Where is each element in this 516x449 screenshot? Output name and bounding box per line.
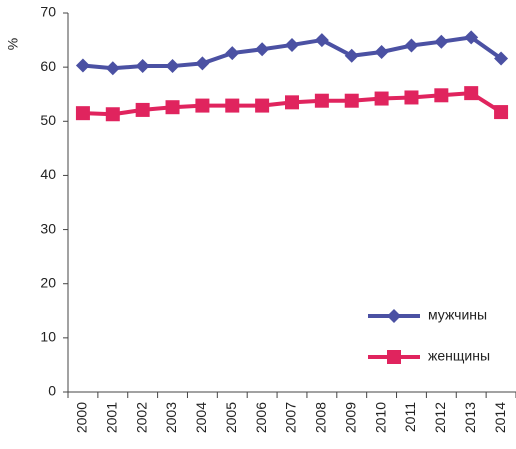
marker	[135, 102, 150, 117]
marker	[494, 105, 509, 120]
marker	[314, 93, 329, 108]
marker	[255, 42, 270, 57]
marker	[404, 38, 419, 53]
y-axis-label: %	[5, 38, 21, 50]
legend-label: женщины	[428, 348, 490, 364]
y-tick-label: 20	[40, 274, 56, 290]
y-tick-label: 30	[40, 220, 56, 236]
marker	[464, 30, 479, 45]
marker	[344, 48, 359, 63]
marker	[75, 58, 90, 73]
y-tick-label: 70	[40, 4, 56, 20]
marker	[135, 59, 150, 74]
marker	[195, 98, 210, 113]
x-tick-label: 2005	[223, 402, 239, 433]
marker	[105, 107, 120, 122]
x-tick-label: 2010	[372, 402, 388, 433]
marker	[195, 56, 210, 71]
x-tick-label: 2009	[342, 402, 358, 433]
marker	[344, 93, 359, 108]
marker	[255, 98, 270, 113]
marker	[374, 91, 389, 106]
marker	[494, 51, 509, 66]
x-tick-label: 2011	[402, 402, 418, 432]
y-tick-label: 60	[40, 58, 56, 74]
x-tick-label: 2002	[133, 402, 149, 433]
marker	[387, 350, 401, 364]
x-tick-label: 2006	[253, 402, 269, 433]
marker	[434, 34, 449, 49]
marker	[225, 98, 240, 113]
marker	[434, 88, 449, 103]
marker	[75, 106, 90, 121]
marker	[285, 95, 299, 110]
marker	[225, 46, 240, 61]
marker	[374, 44, 389, 59]
x-tick-label: 2000	[74, 402, 90, 433]
x-tick-label: 2001	[104, 402, 120, 433]
marker	[105, 61, 120, 76]
marker	[285, 37, 299, 52]
y-tick-label: 10	[40, 329, 56, 345]
x-tick-label: 2003	[163, 402, 179, 433]
y-tick-label: 50	[40, 112, 56, 128]
marker	[464, 86, 479, 101]
x-tick-label: 2004	[193, 402, 209, 433]
legend-label: мужчины	[428, 307, 487, 323]
x-tick-label: 2012	[432, 402, 448, 433]
x-tick-label: 2014	[492, 402, 508, 433]
marker	[165, 100, 180, 115]
marker	[165, 59, 180, 74]
x-tick-label: 2008	[313, 402, 329, 433]
x-tick-label: 2013	[462, 402, 478, 433]
x-tick-label: 2007	[283, 402, 299, 433]
y-tick-label: 40	[40, 166, 56, 182]
marker	[314, 33, 329, 48]
y-tick-label: 0	[48, 383, 56, 399]
marker	[404, 90, 419, 105]
marker	[387, 309, 401, 323]
